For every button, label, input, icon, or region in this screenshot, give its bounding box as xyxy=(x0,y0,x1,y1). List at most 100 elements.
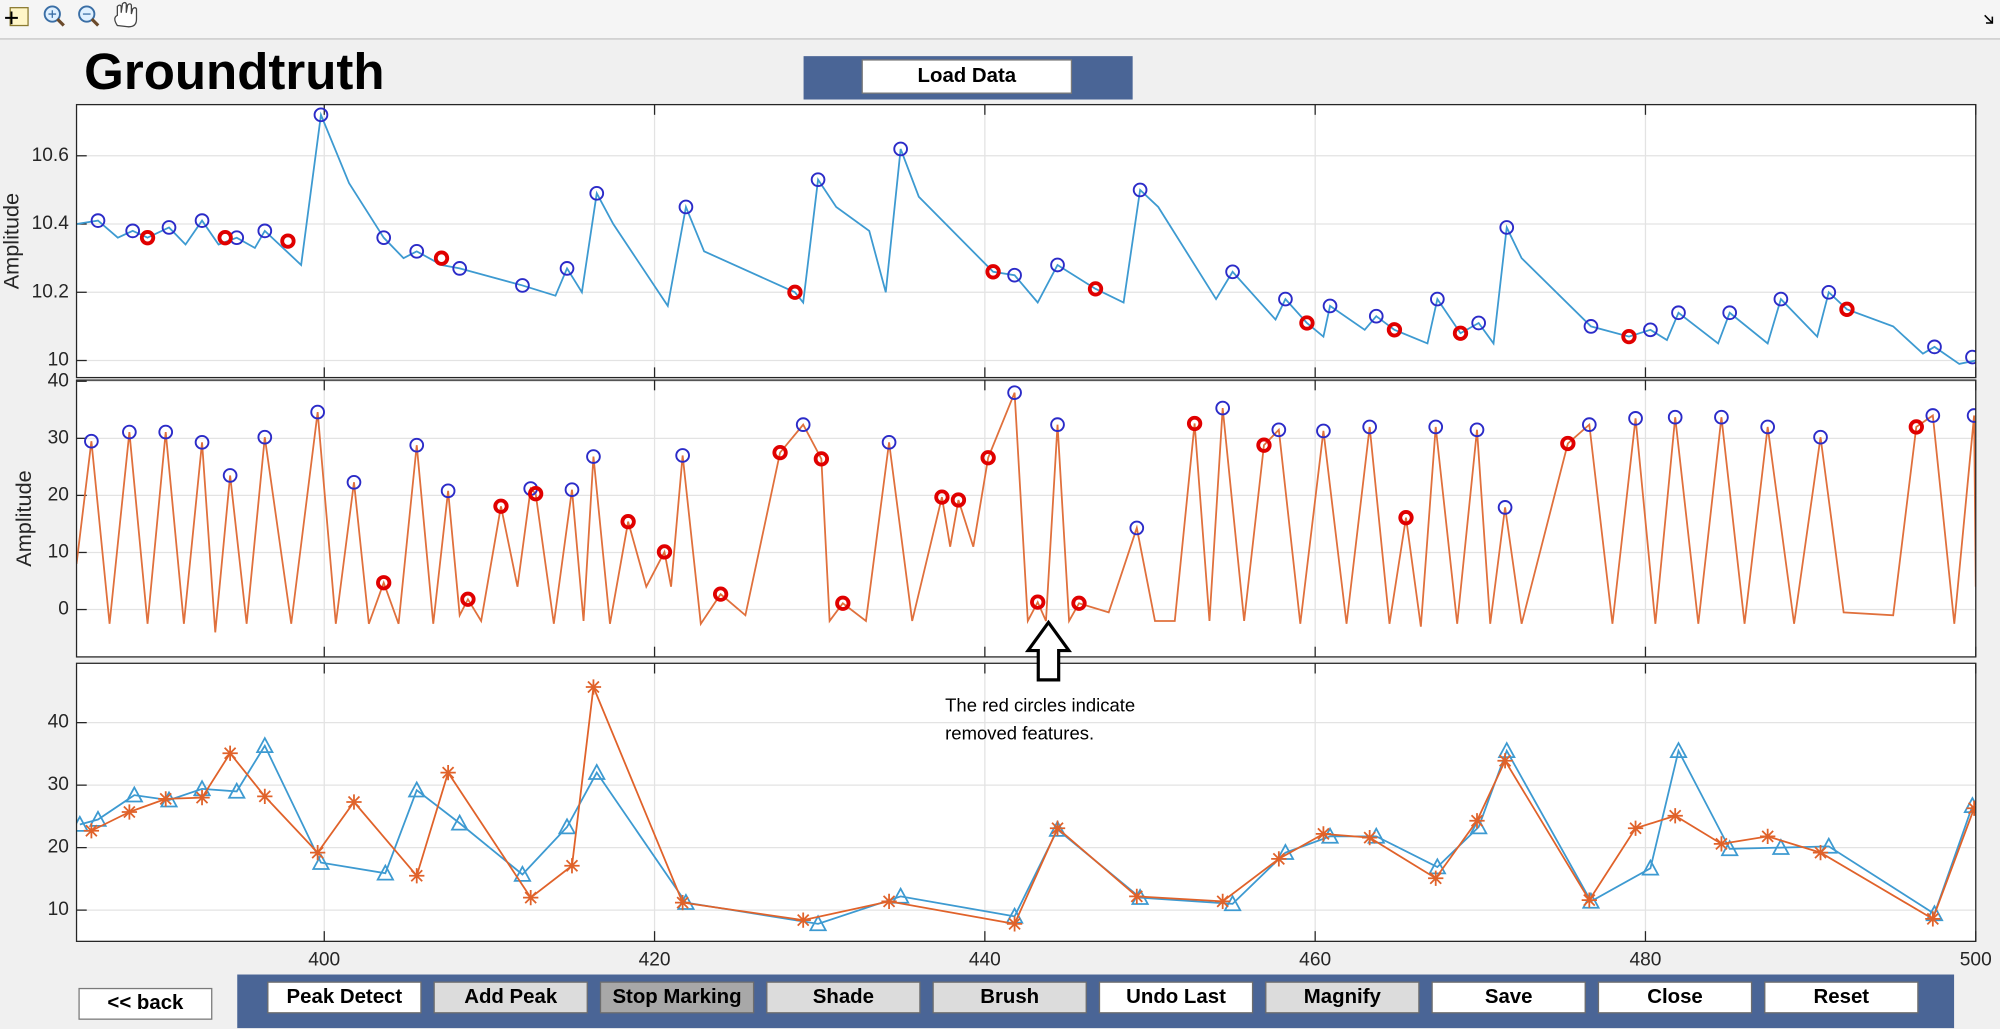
peak-marker xyxy=(376,230,392,246)
star-marker xyxy=(121,804,138,820)
button[interactable] xyxy=(433,981,588,1014)
peak-marker xyxy=(1927,339,1942,355)
button[interactable] xyxy=(766,981,921,1014)
title: Groundtruth xyxy=(84,43,384,100)
chart: 400 420 440 460 480 500 10 20 30 40 xyxy=(48,662,1992,971)
data-cursor-icon[interactable] xyxy=(5,7,29,27)
peak-marker xyxy=(1271,422,1287,438)
button[interactable] xyxy=(1597,981,1753,1014)
star-marker xyxy=(1428,870,1444,886)
peak-marker xyxy=(1760,419,1776,435)
series-line xyxy=(90,683,1975,925)
peak-marker xyxy=(1469,422,1485,438)
series-group xyxy=(76,107,1976,365)
zoom-out-icon[interactable] xyxy=(78,5,100,27)
triangle-marker xyxy=(808,914,828,932)
peak-marker xyxy=(881,434,897,450)
peak-marker xyxy=(1362,419,1377,435)
removed-peak-marker xyxy=(835,595,851,611)
removed-peak-marker xyxy=(985,264,1001,280)
peak-marker xyxy=(84,433,99,449)
load-button[interactable] xyxy=(861,59,1073,94)
y-tick-label: 10.6 xyxy=(32,145,69,166)
peak-marker xyxy=(346,474,362,490)
series-group xyxy=(76,679,1976,932)
removed-peak-marker xyxy=(787,284,803,300)
star-marker xyxy=(1497,753,1513,769)
peak-marker xyxy=(1215,400,1231,416)
removed-peak-marker xyxy=(217,230,233,246)
peak-marker xyxy=(515,278,530,293)
peak-marker xyxy=(1628,411,1643,426)
peak-marker xyxy=(125,223,141,239)
plot-border xyxy=(75,662,1977,942)
button[interactable] xyxy=(599,981,755,1014)
removed-peak-marker xyxy=(656,544,673,560)
peak-marker xyxy=(440,483,456,499)
star-marker xyxy=(1129,888,1145,905)
peak-marker xyxy=(1722,305,1738,321)
button-label: Magnify xyxy=(1304,986,1382,1008)
button[interactable] xyxy=(1265,981,1420,1014)
removed-peak-marker xyxy=(1299,315,1315,331)
removed-peak-marker xyxy=(1386,322,1403,338)
removed-peak-marker xyxy=(433,250,450,266)
removed-peak-marker xyxy=(1087,281,1104,297)
triangle-marker xyxy=(1223,894,1242,912)
peak-marker xyxy=(310,404,325,420)
peak-marker xyxy=(810,172,826,188)
button[interactable] xyxy=(267,981,422,1014)
star-marker xyxy=(1812,844,1829,861)
peak-marker xyxy=(675,448,690,463)
triangle-marker xyxy=(1469,817,1488,835)
zoom-in-icon[interactable] xyxy=(43,5,65,27)
peak-marker xyxy=(257,429,273,445)
triangle-marker xyxy=(1669,741,1688,759)
star-marker xyxy=(585,679,602,695)
peak-marker xyxy=(586,449,601,464)
star-marker xyxy=(409,868,425,884)
toolbar-icons xyxy=(5,1,1994,28)
button-label: Reset xyxy=(1814,986,1870,1008)
button[interactable] xyxy=(1764,981,1919,1014)
button[interactable] xyxy=(1098,981,1254,1014)
peak-marker xyxy=(1007,385,1022,401)
series-line xyxy=(76,111,1976,365)
peak-marker xyxy=(161,220,177,235)
peak-marker xyxy=(1583,319,1599,334)
star-marker xyxy=(795,912,811,928)
x-tick-label: 500 xyxy=(1960,950,1992,971)
back-button[interactable] xyxy=(78,987,213,1020)
triangle-marker xyxy=(513,864,532,882)
peak-marker xyxy=(1813,429,1828,445)
undock-icon[interactable] xyxy=(1984,14,1994,24)
peak-marker xyxy=(122,424,137,440)
peak-marker xyxy=(1050,257,1065,273)
peak-marker xyxy=(1499,220,1515,235)
peak-marker xyxy=(1667,409,1683,425)
button[interactable] xyxy=(1431,981,1586,1014)
peak-marker xyxy=(313,107,329,123)
peak-marker xyxy=(893,141,908,157)
peak-marker xyxy=(1965,349,1976,365)
y-tick-label: 10 xyxy=(48,542,69,563)
peak-marker xyxy=(1322,298,1338,314)
removed-peak-marker xyxy=(1030,594,1046,610)
pan-icon[interactable] xyxy=(114,1,138,28)
triangle-marker xyxy=(1819,836,1838,854)
triangle-marker xyxy=(1497,741,1516,759)
button-label: Undo Last xyxy=(1126,986,1226,1008)
peak-marker xyxy=(559,261,575,276)
button[interactable] xyxy=(932,981,1087,1014)
button-row: Peak Detect Add Peak Stop Marking Shade Brus… xyxy=(267,981,1919,1014)
star-marker xyxy=(1713,836,1730,852)
removed-peak-marker xyxy=(934,489,950,505)
y-tick-label: 20 xyxy=(48,837,69,858)
y-tick-label: 30 xyxy=(48,427,69,448)
load-button-label: Load Data xyxy=(918,65,1017,87)
removed-peak-marker xyxy=(1071,595,1087,611)
plot-area xyxy=(76,663,1976,942)
triangle-marker xyxy=(1641,858,1660,876)
star-marker xyxy=(1006,916,1023,932)
chart: 10 10.2 10.4 10.6 Amplitude xyxy=(0,103,1977,379)
